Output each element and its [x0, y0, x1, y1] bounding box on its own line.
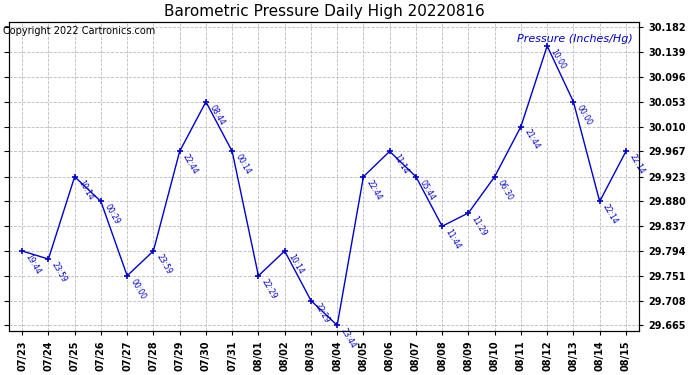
Text: 05:44: 05:44 [417, 178, 436, 202]
Text: Copyright 2022 Cartronics.com: Copyright 2022 Cartronics.com [3, 26, 156, 36]
Text: 11:14: 11:14 [391, 153, 410, 176]
Text: 11:44: 11:44 [444, 228, 462, 251]
Text: 00:29: 00:29 [102, 203, 121, 226]
Text: 11:29: 11:29 [470, 214, 489, 238]
Text: 00:14: 00:14 [233, 153, 253, 176]
Text: 10:14: 10:14 [286, 252, 305, 276]
Text: 00:00: 00:00 [128, 277, 148, 301]
Text: 10:14: 10:14 [76, 178, 95, 201]
Text: 06:30: 06:30 [496, 178, 515, 202]
Text: 00:00: 00:00 [575, 103, 593, 127]
Text: 22:44: 22:44 [365, 178, 384, 201]
Text: 10:00: 10:00 [549, 47, 567, 71]
Text: 23:44: 23:44 [339, 327, 357, 350]
Text: 22:29: 22:29 [260, 277, 278, 300]
Text: 23:59: 23:59 [50, 261, 68, 284]
Text: 22:44: 22:44 [181, 153, 199, 176]
Text: 21:44: 21:44 [522, 128, 541, 151]
Text: 23:59: 23:59 [155, 252, 173, 276]
Text: 22:14: 22:14 [627, 153, 646, 176]
Text: 19:44: 19:44 [23, 252, 42, 276]
Text: 08:44: 08:44 [207, 103, 226, 127]
Text: 22:29: 22:29 [313, 302, 331, 325]
Title: Barometric Pressure Daily High 20220816: Barometric Pressure Daily High 20220816 [164, 4, 484, 19]
Text: Pressure (Inches/Hg): Pressure (Inches/Hg) [517, 34, 633, 44]
Text: 22:14: 22:14 [601, 203, 620, 226]
